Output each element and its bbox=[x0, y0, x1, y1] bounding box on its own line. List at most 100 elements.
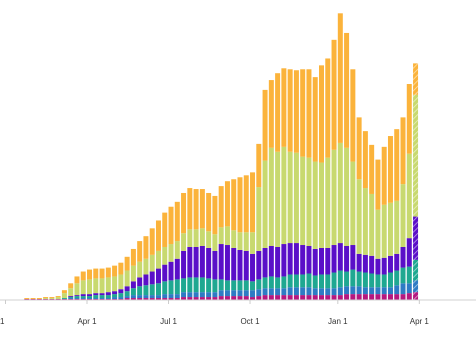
bar-w23-s3 bbox=[149, 271, 155, 285]
bar-w36-s5 bbox=[231, 179, 237, 231]
bar-w33-s2 bbox=[212, 279, 218, 293]
bar-w16-s4 bbox=[105, 277, 111, 293]
bar-w28-s3 bbox=[181, 250, 187, 279]
bar-w12-s1 bbox=[80, 298, 86, 300]
bar-w19-s0 bbox=[124, 298, 130, 300]
bar-w41-s1 bbox=[262, 288, 268, 296]
bar-w18-s4 bbox=[118, 274, 124, 290]
bar-w25-s0 bbox=[162, 298, 168, 300]
bar-w61-s0 bbox=[387, 294, 393, 300]
bar-w29-s4 bbox=[187, 229, 193, 247]
bar-w17-s3 bbox=[112, 291, 118, 295]
bar-w36-s2 bbox=[231, 280, 237, 291]
bar-w52-s5 bbox=[331, 39, 337, 150]
bar-w18-s3 bbox=[118, 289, 124, 294]
bar-w30-s0 bbox=[193, 297, 199, 300]
bar-w60-s5 bbox=[381, 146, 387, 205]
bar-w17-s2 bbox=[112, 294, 118, 298]
bar-w52-s3 bbox=[331, 245, 337, 273]
bar-w4-s5 bbox=[30, 298, 36, 300]
bar-w17-s5 bbox=[112, 265, 118, 277]
bar-w23-s4 bbox=[149, 254, 155, 272]
x-tick-label-5: Apr 1 bbox=[410, 317, 430, 326]
bar-w43-s4 bbox=[275, 151, 281, 247]
bar-w26-s0 bbox=[168, 298, 174, 300]
bar-w62-s0 bbox=[394, 294, 400, 300]
bar-w49-s0 bbox=[312, 295, 318, 300]
x-axis-ticks: 1 Apr 1 Jul 1 Oct 1 Jan 1 Apr 1 bbox=[0, 300, 429, 326]
bar-w6-s4 bbox=[43, 298, 49, 300]
bar-w19-s2 bbox=[124, 291, 130, 297]
bar-w25-s1 bbox=[162, 294, 168, 299]
bar-w46-s2 bbox=[293, 274, 299, 288]
bar-w49-s3 bbox=[312, 248, 318, 276]
bar-w47-s4 bbox=[300, 156, 306, 246]
bar-w54-s1 bbox=[344, 286, 350, 295]
bar-w15-s3 bbox=[99, 293, 105, 296]
bar-w28-s0 bbox=[181, 297, 187, 300]
bar-w44-s1 bbox=[281, 288, 287, 296]
bar-w41-s4 bbox=[262, 160, 268, 248]
bar-w21-s1 bbox=[137, 295, 143, 299]
bar-w32-s0 bbox=[206, 297, 212, 300]
bar-w47-s3 bbox=[300, 245, 306, 275]
bar-w40-s2 bbox=[256, 279, 262, 290]
bar-w11-s4 bbox=[74, 283, 80, 296]
bar-w19-s3 bbox=[124, 286, 130, 292]
bar-w64-s5 bbox=[406, 84, 412, 154]
bar-w58-s2 bbox=[369, 273, 375, 288]
bar-w64-s0 bbox=[406, 293, 412, 300]
bar-w52-s1 bbox=[331, 288, 337, 296]
bar-w34-s5 bbox=[218, 186, 224, 228]
bar-w34-s4 bbox=[218, 227, 224, 245]
bar-w43-s1 bbox=[275, 288, 281, 296]
bar-w20-s3 bbox=[130, 281, 136, 289]
bar-w50-s0 bbox=[319, 295, 324, 300]
bar-w46-s0 bbox=[293, 295, 299, 300]
bar-w49-s1 bbox=[312, 288, 318, 296]
bar-w31-s4 bbox=[199, 228, 205, 246]
bar-w24-s5 bbox=[155, 220, 161, 251]
bar-w22-s2 bbox=[143, 285, 149, 296]
x-tick-label-1: Apr 1 bbox=[77, 317, 97, 326]
bar-w39-s5 bbox=[250, 172, 256, 233]
bar-w22-s5 bbox=[143, 236, 149, 259]
bar-w32-s4 bbox=[206, 231, 212, 248]
bar-w10-s4 bbox=[68, 288, 74, 297]
bar-w42-s3 bbox=[268, 246, 274, 277]
bar-w40-s1 bbox=[256, 289, 262, 297]
bar-w29-s1 bbox=[187, 292, 193, 298]
bar-w26-s1 bbox=[168, 294, 174, 299]
bar-w15-s2 bbox=[99, 295, 105, 299]
bar-w54-s3 bbox=[344, 246, 350, 272]
bar-w11-s5 bbox=[74, 276, 80, 284]
bar-w33-s1 bbox=[212, 292, 218, 298]
bar-w53-s4 bbox=[337, 142, 343, 244]
bar-w20-s2 bbox=[130, 288, 136, 296]
bar-w35-s1 bbox=[224, 290, 230, 297]
bar-w27-s5 bbox=[174, 201, 180, 242]
bar-w59-s2 bbox=[375, 274, 381, 288]
bar-hatch-w65-s4 bbox=[413, 94, 419, 217]
bar-w9-s4 bbox=[61, 293, 67, 299]
bar-w62-s2 bbox=[394, 270, 400, 286]
bar-w34-s3 bbox=[218, 244, 224, 280]
bar-w35-s0 bbox=[224, 296, 230, 300]
bar-w32-s2 bbox=[206, 278, 212, 293]
bar-w40-s5 bbox=[256, 143, 262, 188]
bar-w56-s3 bbox=[356, 253, 362, 272]
bar-w31-s3 bbox=[199, 246, 205, 278]
bar-w64-s3 bbox=[406, 238, 412, 267]
bar-w61-s4 bbox=[387, 202, 393, 256]
bar-w7-s4 bbox=[49, 298, 55, 300]
bar-w13-s3 bbox=[87, 294, 93, 297]
bar-w44-s3 bbox=[281, 244, 287, 277]
bar-w15-s1 bbox=[99, 298, 105, 300]
bar-w41-s0 bbox=[262, 295, 268, 300]
bar-w48-s2 bbox=[306, 273, 312, 288]
bar-w22-s3 bbox=[143, 274, 149, 286]
bar-w56-s0 bbox=[356, 294, 362, 300]
bar-w33-s0 bbox=[212, 297, 218, 300]
bar-w20-s0 bbox=[130, 298, 136, 300]
